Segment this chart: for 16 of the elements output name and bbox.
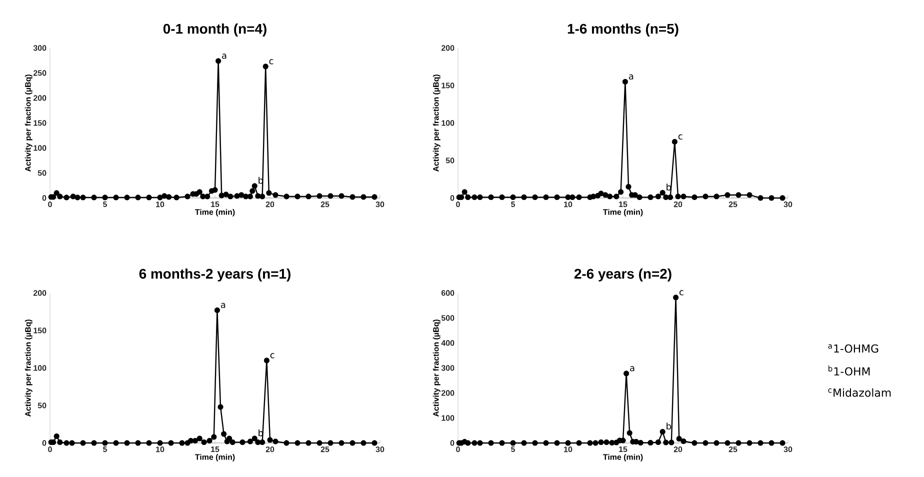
text: $^{a}$1-OHMG — [828, 344, 878, 353]
chart-title: 1-6 months (n=5) — [568, 23, 678, 36]
annotation: c — [269, 59, 274, 64]
annotation: c — [678, 134, 682, 140]
text: $^{b}$1-OHM — [828, 366, 870, 376]
annotation: c — [680, 290, 684, 296]
annotation: a — [628, 74, 634, 80]
chart-title: 2-6 years (n=2) — [574, 268, 672, 282]
annotation: a — [220, 302, 226, 308]
annotation: b — [666, 422, 672, 430]
text: $^{c}$Midazolam — [828, 388, 891, 397]
chart-title: 0-1 month (n=4) — [163, 23, 266, 36]
chart-title: 6 months-2 years (n=1) — [139, 268, 290, 282]
annotation: a — [630, 366, 634, 372]
annotation: a — [222, 54, 226, 59]
annotation: c — [270, 353, 274, 358]
